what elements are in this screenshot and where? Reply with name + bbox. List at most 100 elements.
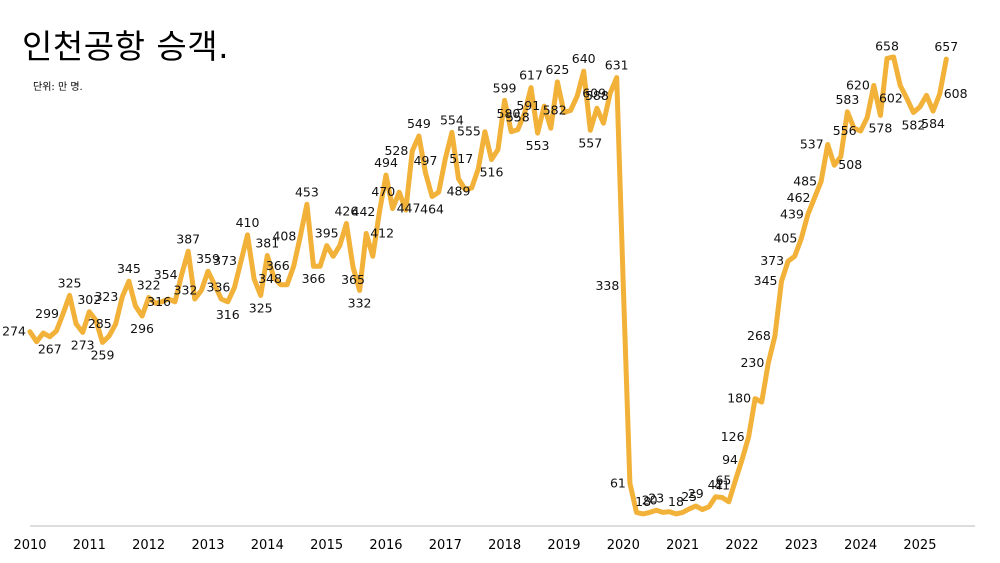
data-label: 325: [249, 300, 273, 315]
data-label: 426: [334, 204, 358, 219]
data-label: 348: [258, 271, 282, 286]
x-tick-2020: 2020: [607, 538, 640, 553]
data-label: 658: [875, 38, 899, 53]
x-tick-2016: 2016: [369, 538, 402, 553]
data-label: 359: [196, 251, 220, 266]
data-label: 302: [77, 292, 101, 307]
data-label: 620: [846, 78, 870, 93]
data-label: 555: [457, 124, 481, 139]
data-label: 180: [727, 391, 751, 406]
data-label: 462: [787, 190, 811, 205]
data-label: 29: [688, 486, 704, 501]
data-label: 494: [374, 155, 398, 170]
data-label: 580: [497, 106, 521, 121]
x-tick-2019: 2019: [547, 538, 580, 553]
series-line: [27, 54, 949, 517]
data-label: 345: [117, 261, 141, 276]
data-label: 617: [519, 68, 543, 83]
data-label: 609: [582, 85, 606, 100]
x-tick-2012: 2012: [132, 538, 165, 553]
data-label: 553: [526, 138, 550, 153]
data-label: 296: [130, 321, 154, 336]
data-label: 582: [901, 118, 925, 133]
data-label: 602: [879, 90, 903, 105]
x-tick-2015: 2015: [310, 538, 343, 553]
data-label: 470: [371, 184, 395, 199]
data-label: 23: [648, 490, 664, 505]
data-label: 230: [740, 355, 764, 370]
data-label: 640: [572, 51, 596, 66]
data-label: 508: [838, 157, 862, 172]
data-label: 259: [91, 347, 115, 362]
x-tick-2017: 2017: [429, 538, 462, 553]
unit-note: 단위: 만 명.: [33, 82, 83, 93]
data-label: 584: [921, 116, 945, 131]
data-label: 332: [174, 282, 198, 297]
data-label: 583: [835, 92, 859, 107]
data-label: 410: [236, 215, 260, 230]
data-label: 267: [38, 342, 62, 357]
data-label: 556: [833, 123, 857, 138]
x-tick-2021: 2021: [666, 538, 699, 553]
data-label: 65: [715, 472, 731, 487]
x-tick-labels: 2010 2011 2012 2013 2014 2015 2016 2017 2018 2019…: [13, 538, 936, 553]
x-tick-2018: 2018: [488, 538, 521, 553]
data-label: 625: [545, 62, 569, 77]
data-label: 516: [480, 165, 504, 180]
x-tick-2014: 2014: [251, 538, 284, 553]
data-label: 366: [302, 271, 326, 286]
data-label: 631: [605, 58, 629, 73]
data-label: 599: [493, 80, 517, 95]
data-label: 285: [88, 316, 112, 331]
x-tick-2024: 2024: [844, 538, 877, 553]
data-label: 41: [714, 478, 730, 493]
data-label: 554: [440, 112, 464, 127]
data-label: 588: [585, 88, 609, 103]
data-label: 453: [295, 184, 319, 199]
data-label: 20: [642, 492, 658, 507]
x-tick-2023: 2023: [785, 538, 818, 553]
data-label: 387: [176, 231, 200, 246]
data-label: 447: [397, 201, 421, 216]
x-tick-2025: 2025: [903, 538, 936, 553]
data-label: 442: [352, 204, 376, 219]
data-labels: 2742672993252733022592853233452963223163…: [2, 38, 967, 509]
data-label: 549: [407, 116, 431, 131]
data-label: 657: [934, 39, 958, 54]
data-label: 61: [610, 475, 626, 490]
data-label: 345: [754, 273, 778, 288]
data-label: 591: [516, 98, 540, 113]
data-label: 373: [213, 253, 237, 268]
data-label: 18: [635, 494, 651, 509]
data-label: 274: [2, 324, 26, 339]
data-label: 336: [207, 280, 231, 295]
data-label: 373: [760, 253, 784, 268]
data-label: 365: [341, 272, 365, 287]
data-label: 537: [800, 137, 824, 152]
data-label: 558: [506, 110, 530, 125]
x-tick-2013: 2013: [191, 538, 224, 553]
data-label: 268: [747, 328, 771, 343]
data-label: 464: [420, 202, 444, 217]
data-label: 42: [708, 477, 724, 492]
data-label: 439: [780, 206, 804, 221]
chart-title: 인천공항 승객.: [22, 27, 230, 66]
data-label: 528: [384, 143, 408, 158]
data-label: 557: [578, 135, 602, 150]
x-tick-2010: 2010: [13, 538, 46, 553]
data-label: 273: [71, 337, 95, 352]
data-label: 582: [543, 102, 567, 117]
data-label: 94: [722, 452, 738, 467]
data-label: 316: [216, 307, 240, 322]
data-label: 489: [447, 184, 471, 199]
data-label: 25: [681, 489, 697, 504]
data-label: 323: [94, 289, 118, 304]
data-label: 18: [668, 494, 684, 509]
data-label: 332: [348, 295, 372, 310]
data-label: 325: [58, 275, 82, 290]
data-label: 408: [272, 228, 296, 243]
data-label: 322: [137, 278, 161, 293]
data-label: 485: [793, 174, 817, 189]
data-label: 338: [595, 278, 619, 293]
